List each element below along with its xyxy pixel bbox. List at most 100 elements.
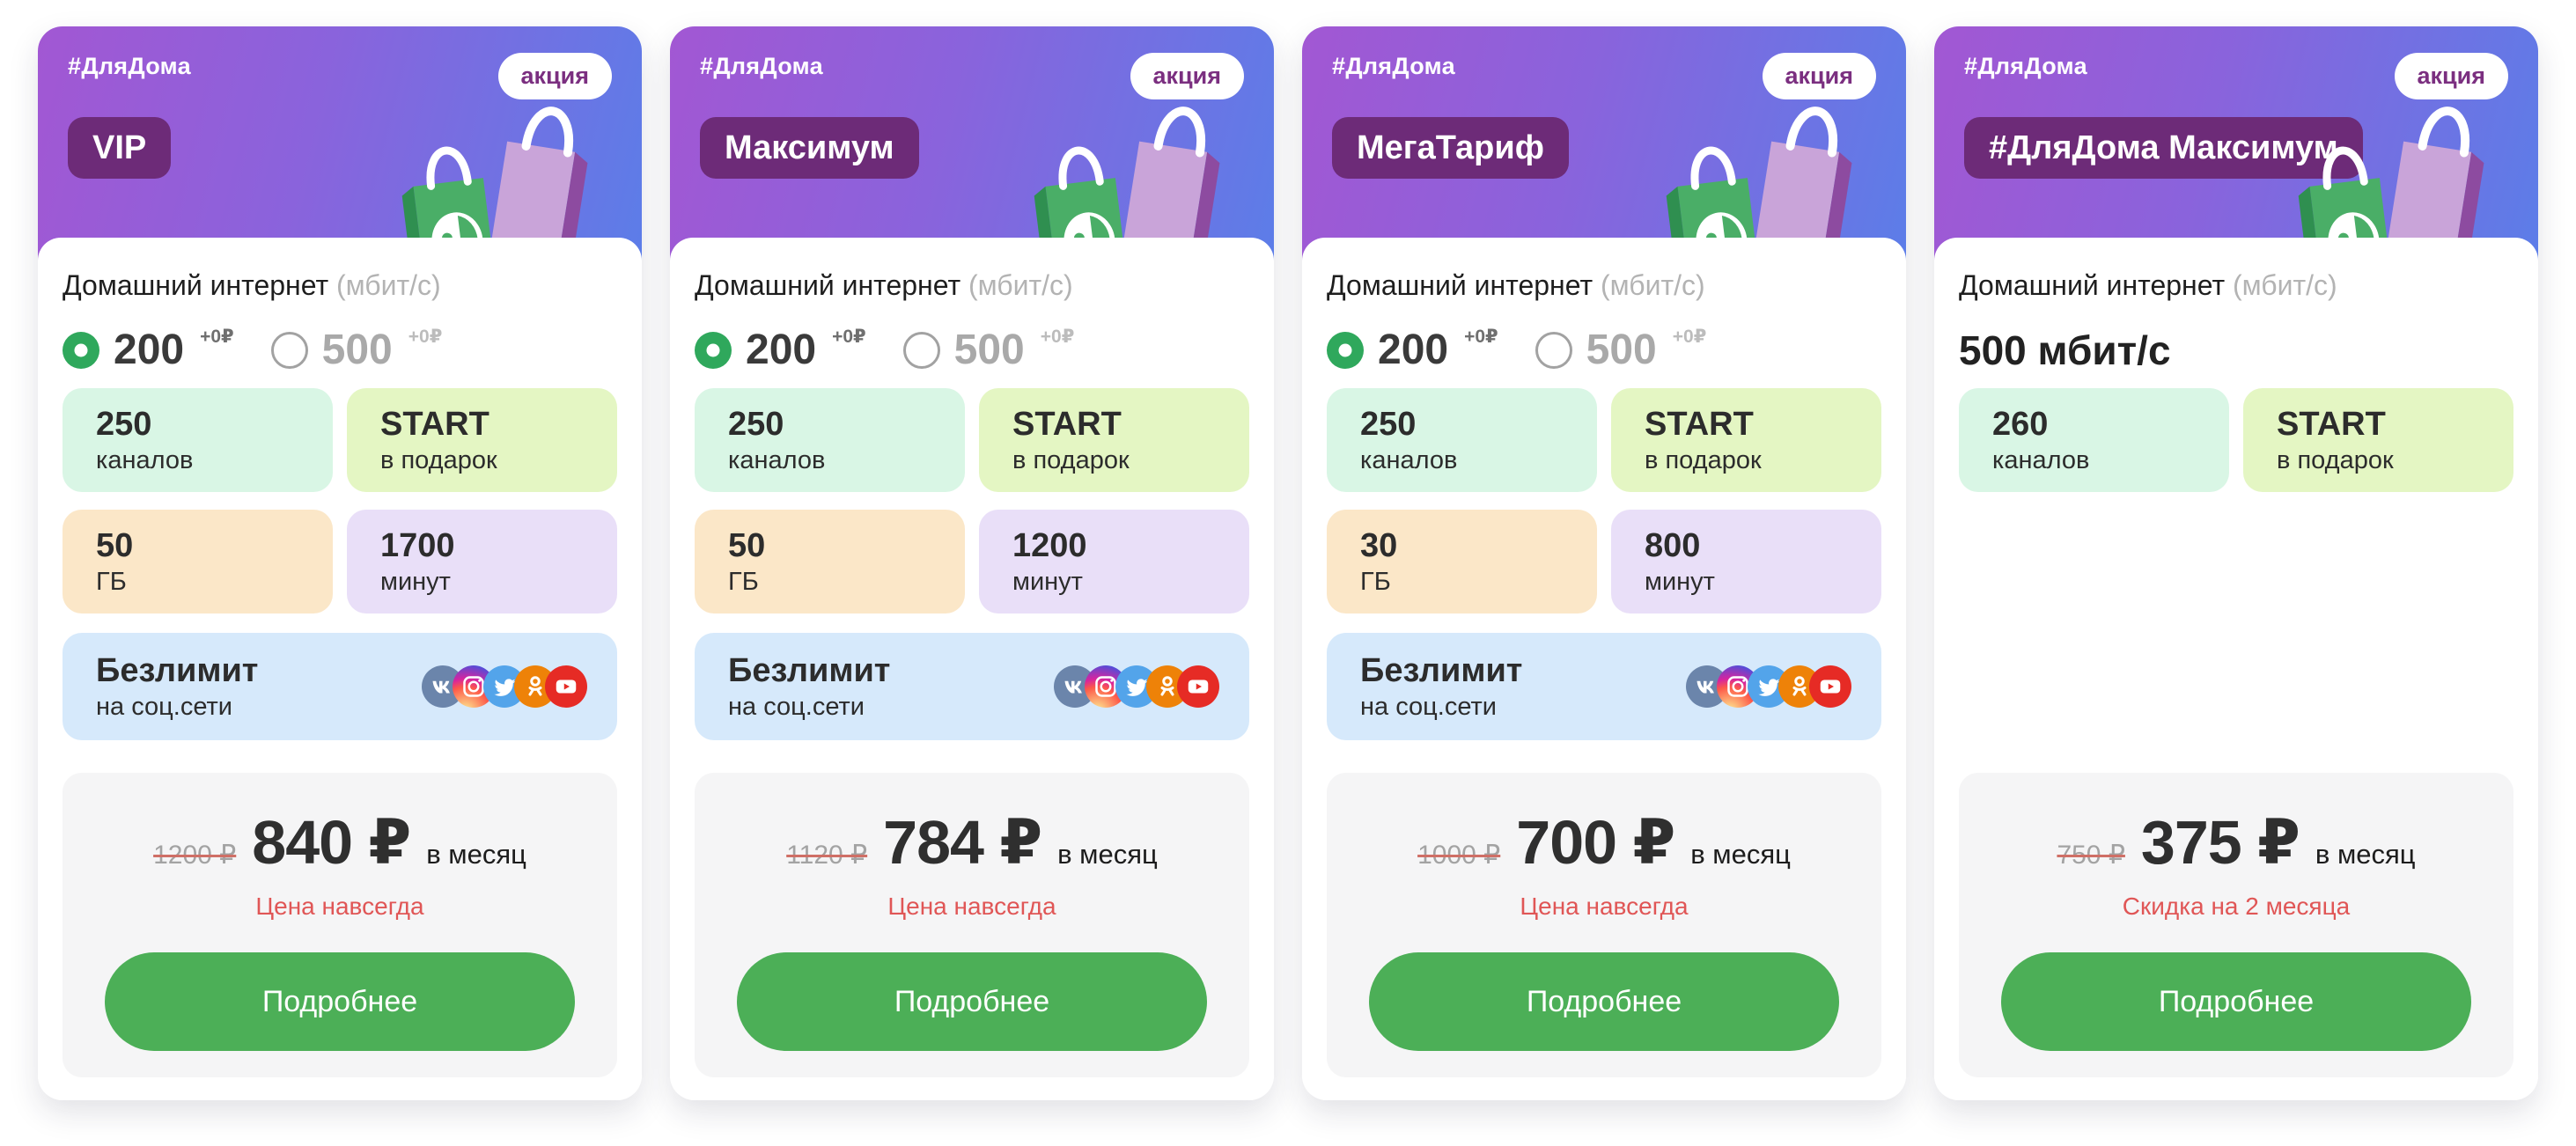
price-period: в месяц (426, 839, 526, 870)
promo-badge: акция (497, 53, 612, 99)
channels-chip: 250 каналов (63, 388, 333, 492)
speed-bonus: +0₽ (200, 326, 234, 347)
feature-chips-grid: 260 каналов START в подарок (1959, 388, 2513, 492)
promo-badge: акция (1130, 53, 1244, 99)
price-panel: 1200 ₽ 840 ₽ в месяц Цена навсегда Подро… (63, 773, 617, 1077)
card-body: Домашний интернет (мбит/с) 500 мбит/с 26… (1934, 238, 2538, 1100)
radio-selected-icon[interactable] (63, 332, 99, 369)
unlimited-social-chip: Безлимит на соц.сети (1327, 633, 1881, 740)
price-period: в месяц (1057, 839, 1158, 870)
price-panel: 1120 ₽ 784 ₽ в месяц Цена навсегда Подро… (695, 773, 1249, 1077)
card-body: Домашний интернет (мбит/с) 200 +0₽ 500 +0₽ … (38, 238, 642, 1100)
chip-label: минут (1012, 567, 1083, 596)
chip-label: в подарок (1012, 445, 1130, 474)
channels-chip: 250 каналов (1327, 388, 1597, 492)
internet-section-title: Домашний интернет (мбит/с) (63, 269, 617, 302)
chip-value: 250 (1360, 405, 1417, 443)
unlimited-subtitle: на соц.сети (728, 692, 865, 721)
speed-bonus: +0₽ (408, 326, 443, 347)
details-button[interactable]: Подробнее (1369, 952, 1839, 1051)
card-header-top: #ДляДома акция (700, 53, 1244, 99)
current-price: 840 ₽ (252, 808, 411, 877)
speed-option-200[interactable]: 200 +0₽ (1327, 327, 1498, 371)
chip-value: START (1012, 405, 1122, 443)
current-price: 375 ₽ (2140, 808, 2300, 877)
chip-value: START (2277, 405, 2386, 443)
chip-label: каналов (1992, 445, 2090, 474)
chip-label: в подарок (380, 445, 497, 474)
chip-value: 250 (96, 405, 152, 443)
internet-label: Домашний интернет (1959, 269, 2226, 301)
price-period: в месяц (2315, 839, 2416, 870)
tariff-name-badge: МегаТариф (1332, 117, 1569, 179)
card-header: #ДляДома акция Максимум (670, 26, 1274, 268)
speed-bonus: +0₽ (1040, 326, 1075, 347)
chip-label: минут (380, 567, 451, 596)
speed-option-500[interactable]: 500 +0₽ (902, 326, 1075, 371)
price-row: 1000 ₽ 700 ₽ в месяц (1369, 812, 1839, 873)
chip-value: 50 (96, 526, 134, 564)
speed-option-200[interactable]: 200 +0₽ (695, 327, 866, 373)
radio-selected-icon[interactable] (1327, 332, 1364, 369)
chip-label: ГБ (1360, 567, 1391, 596)
internet-label: Домашний интернет (1327, 269, 1593, 301)
speed-value: 200 (746, 327, 817, 373)
speed-option-500[interactable]: 500 +0₽ (270, 326, 443, 371)
hashtag-label: #ДляДома (700, 53, 823, 79)
radio-unselected-icon[interactable] (270, 332, 308, 369)
minutes-chip: 1700 минут (347, 510, 617, 613)
details-button[interactable]: Подробнее (105, 952, 575, 1051)
price-note: Цена навсегда (1520, 893, 1689, 920)
internet-label: Домашний интернет (63, 269, 329, 301)
unlimited-title: Безлимит (1360, 651, 1523, 689)
price-panel: 1000 ₽ 700 ₽ в месяц Цена навсегда Подро… (1327, 773, 1881, 1077)
unlimited-title: Безлимит (728, 651, 891, 689)
current-price: 784 ₽ (883, 808, 1042, 877)
data-chip: 50 ГБ (63, 510, 333, 613)
speed-option-500[interactable]: 500 +0₽ (1535, 326, 1707, 371)
minutes-chip: 800 минут (1611, 510, 1881, 613)
price-row: 1120 ₽ 784 ₽ в месяц (737, 812, 1207, 873)
tariff-card: #ДляДома акция Максимум (670, 26, 1274, 1100)
radio-selected-icon[interactable] (695, 332, 732, 369)
old-price: 1200 ₽ (153, 841, 237, 870)
card-header: #ДляДома акция МегаТариф (1302, 26, 1906, 268)
price-note: Скидка на 2 месяца (2122, 893, 2351, 920)
chip-label: в подарок (1645, 445, 1762, 474)
tariff-card: #ДляДома акция #ДляДома Максимум (1934, 26, 2538, 1100)
details-button[interactable]: Подробнее (737, 952, 1207, 1051)
radio-unselected-icon[interactable] (902, 332, 940, 369)
unlimited-social-chip: Безлимит на соц.сети (695, 633, 1249, 740)
speed-option-200[interactable]: 200 +0₽ (63, 326, 234, 371)
data-chip: 30 ГБ (1327, 510, 1597, 613)
internet-unit: (мбит/с) (2233, 269, 2337, 301)
internet-section-title: Домашний интернет (мбит/с) (1959, 269, 2513, 302)
tariff-card: #ДляДома акция МегаТариф (1302, 26, 1906, 1100)
tariff-card: #ДляДома акция VIP (38, 26, 642, 1100)
details-button[interactable]: Подробнее (2001, 952, 2471, 1051)
channels-chip: 250 каналов (695, 388, 965, 492)
card-header-top: #ДляДома акция (1332, 53, 1876, 99)
chip-value: 260 (1992, 405, 2049, 443)
youtube-icon (1177, 665, 1219, 708)
unlimited-title: Безлимит (96, 651, 259, 689)
speed-options-row: 200 +0₽ 500 +0₽ (695, 325, 1249, 376)
radio-unselected-icon[interactable] (1535, 332, 1572, 369)
unlimited-text: Безлимит на соц.сети (1360, 654, 1522, 720)
hashtag-label: #ДляДома (1964, 53, 2087, 79)
social-icons-group (1686, 665, 1851, 708)
chip-value: 800 (1645, 526, 1701, 564)
tariff-name-badge: Максимум (700, 117, 919, 179)
hashtag-label: #ДляДома (1332, 53, 1455, 79)
speed-bonus: +0₽ (1672, 326, 1707, 347)
hashtag-label: #ДляДома (68, 53, 191, 79)
unlimited-text: Безлимит на соц.сети (96, 654, 258, 720)
chip-value: 250 (728, 405, 784, 443)
old-price: 1120 ₽ (786, 841, 868, 870)
tariff-cards-row: #ДляДома акция VIP (0, 0, 2576, 1100)
chip-label: ГБ (728, 567, 759, 596)
unlimited-subtitle: на соц.сети (96, 692, 232, 721)
youtube-icon (545, 665, 587, 708)
start-gift-chip: START в подарок (979, 388, 1249, 492)
speed-options-row: 200 +0₽ 500 +0₽ (1327, 325, 1881, 376)
